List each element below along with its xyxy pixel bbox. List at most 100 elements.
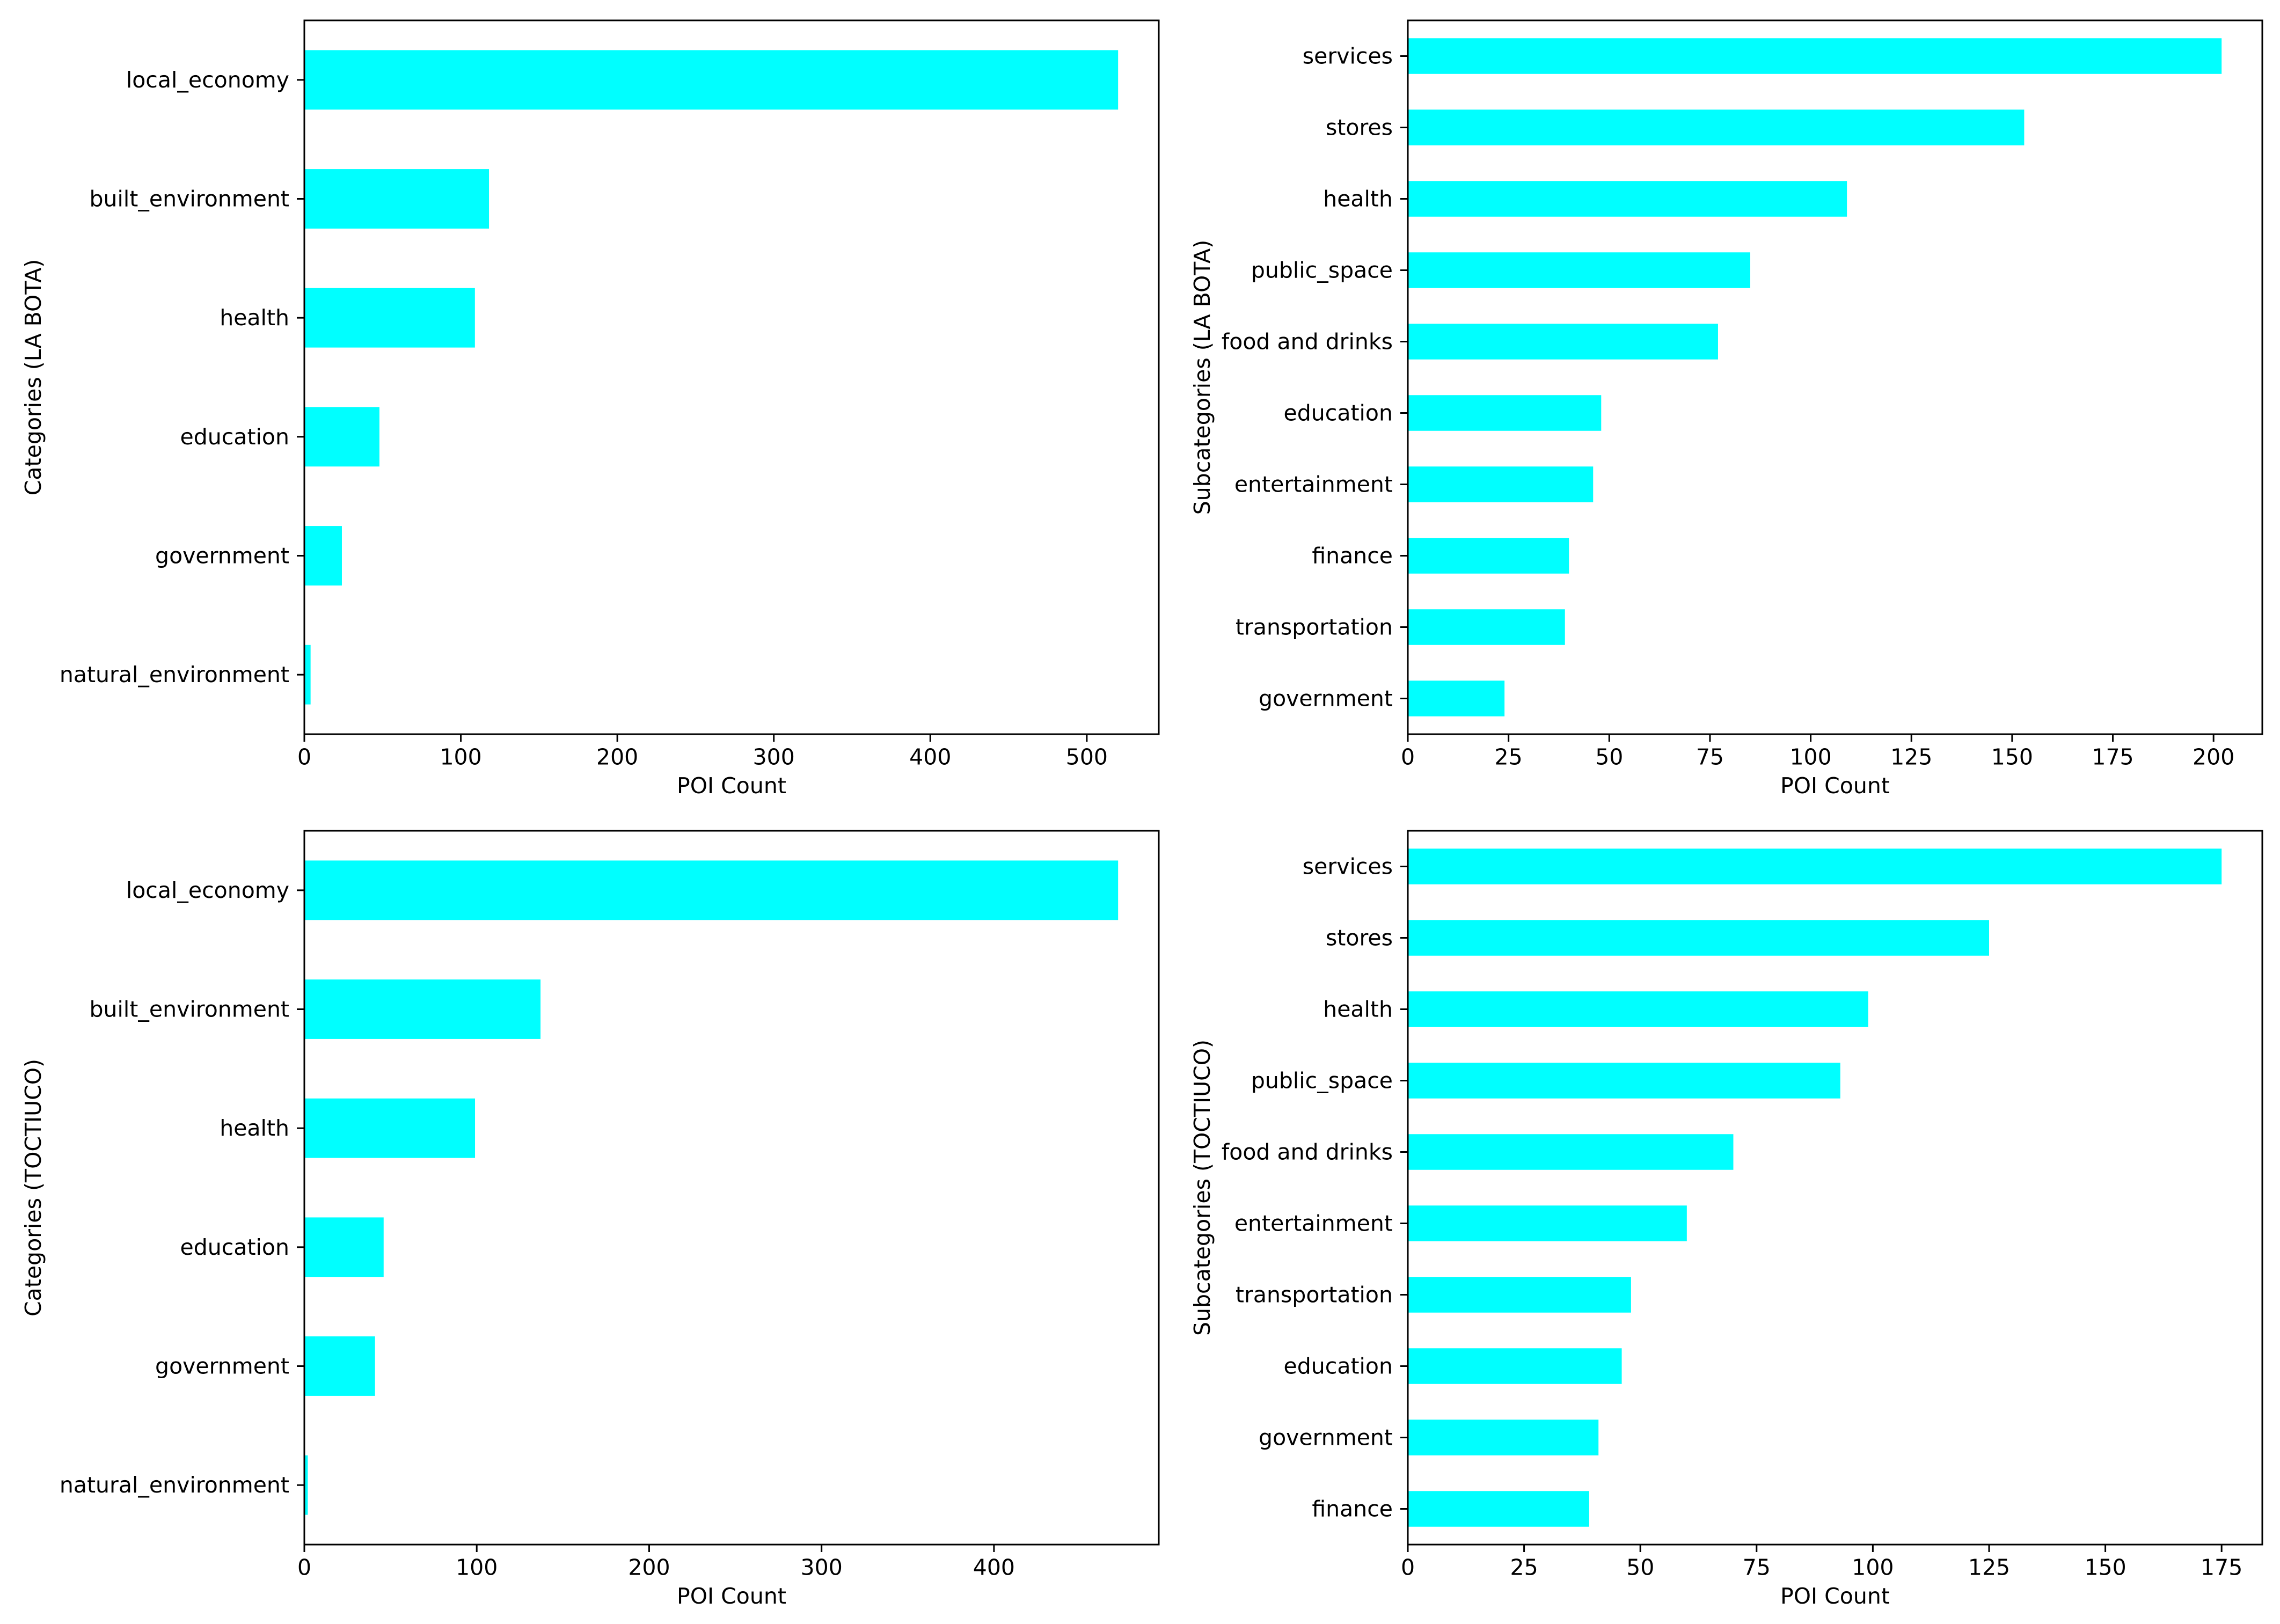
- bar-stores: [1408, 920, 1989, 956]
- axes-frame: [1407, 19, 2263, 735]
- x-tick-label: 25: [1495, 744, 1523, 770]
- x-tick-label: 100: [440, 744, 481, 770]
- y-tick-label: public_space: [1251, 258, 1393, 283]
- y-tick-label: built_environment: [90, 997, 289, 1022]
- y-tick-label: stores: [1326, 115, 1393, 141]
- bar-health: [304, 288, 475, 348]
- bar-stores: [1408, 109, 2025, 145]
- x-tick-label: 100: [1852, 1554, 1894, 1580]
- y-tick-label: natural_environment: [60, 662, 289, 687]
- y-tick-label: local_economy: [126, 67, 289, 93]
- bar-government: [304, 1336, 375, 1396]
- bar-finance: [1408, 538, 1569, 574]
- bar-public-space: [1408, 1063, 1840, 1099]
- y-axis-label: Categories (LA BOTA): [20, 259, 46, 495]
- y-tick-label: entertainment: [1234, 1211, 1393, 1237]
- x-tick-label: 200: [628, 1554, 670, 1580]
- y-tick-label: food and drinks: [1222, 329, 1393, 355]
- bar-services: [1408, 848, 2222, 884]
- y-tick-label: government: [155, 1354, 289, 1379]
- bar-entertainment: [1408, 466, 1594, 502]
- x-tick-label: 0: [297, 1554, 311, 1580]
- x-tick-label: 200: [596, 744, 638, 770]
- y-axis-label: Subcategories (TOCTIUCO): [1189, 1040, 1215, 1336]
- x-tick-label: 150: [2084, 1554, 2126, 1580]
- bar-natural-environment: [304, 1455, 308, 1515]
- x-tick-label: 0: [1401, 1554, 1415, 1580]
- x-tick-label: 400: [909, 744, 951, 770]
- bar-education: [304, 407, 379, 467]
- x-axis-label: POI Count: [677, 1583, 786, 1609]
- bar-services: [1408, 38, 2222, 74]
- bar-natural-environment: [304, 645, 311, 705]
- y-tick-label: education: [1284, 400, 1393, 426]
- y-tick-label: built_environment: [90, 186, 289, 212]
- x-tick-label: 125: [1968, 1554, 2010, 1580]
- bar-built-environment: [304, 169, 489, 229]
- y-tick-label: finance: [1312, 1496, 1393, 1522]
- x-axis-label: POI Count: [1780, 1583, 1890, 1609]
- y-axis-label: Categories (TOCTIUCO): [20, 1059, 46, 1316]
- y-axis-label: Subcategories (LA BOTA): [1189, 240, 1215, 515]
- bar-education: [1408, 1348, 1622, 1384]
- bar-education: [1408, 395, 1602, 431]
- y-tick-label: health: [220, 305, 289, 331]
- x-tick-label: 100: [456, 1554, 498, 1580]
- bar-public-space: [1408, 252, 1751, 288]
- bar-finance: [1408, 1491, 1589, 1527]
- bar-health: [1408, 181, 1847, 217]
- y-tick-label: public_space: [1251, 1068, 1393, 1094]
- y-tick-label: entertainment: [1234, 472, 1393, 498]
- x-tick-label: 175: [2201, 1554, 2242, 1580]
- y-tick-label: local_economy: [126, 877, 289, 903]
- bar-government: [1408, 1420, 1599, 1455]
- y-tick-label: health: [1323, 186, 1393, 212]
- bar-food-and-drinks: [1408, 324, 1718, 360]
- x-axis-label: POI Count: [677, 773, 786, 799]
- x-tick-label: 200: [2193, 744, 2234, 770]
- y-tick-label: education: [1284, 1354, 1393, 1379]
- bar-local-economy: [304, 50, 1119, 110]
- y-tick-label: services: [1303, 43, 1393, 69]
- y-tick-label: health: [1323, 997, 1393, 1022]
- y-tick-label: health: [220, 1115, 289, 1141]
- y-tick-label: finance: [1312, 543, 1393, 569]
- x-tick-label: 50: [1595, 744, 1623, 770]
- y-tick-label: transportation: [1236, 615, 1393, 640]
- axes-frame: [303, 830, 1160, 1546]
- bar-built-environment: [304, 979, 541, 1039]
- y-tick-label: natural_environment: [60, 1472, 289, 1498]
- y-tick-label: government: [1259, 686, 1393, 712]
- bar-government: [1408, 681, 1505, 716]
- bar-education: [304, 1217, 384, 1277]
- x-tick-label: 0: [1401, 744, 1415, 770]
- bar-government: [304, 526, 342, 586]
- x-tick-label: 125: [1890, 744, 1932, 770]
- axes-frame: [1407, 830, 2263, 1546]
- x-tick-label: 175: [2092, 744, 2133, 770]
- y-tick-label: government: [155, 543, 289, 569]
- y-tick-label: food and drinks: [1222, 1139, 1393, 1165]
- bar-health: [304, 1098, 476, 1158]
- y-tick-label: education: [180, 1234, 289, 1260]
- x-axis-label: POI Count: [1780, 773, 1890, 799]
- x-tick-label: 0: [297, 744, 311, 770]
- x-tick-label: 500: [1066, 744, 1108, 770]
- axes-frame: [303, 19, 1160, 735]
- x-tick-label: 50: [1626, 1554, 1654, 1580]
- x-tick-label: 400: [973, 1554, 1015, 1580]
- bar-transportation: [1408, 1277, 1631, 1313]
- y-tick-label: government: [1259, 1425, 1393, 1451]
- x-tick-label: 75: [1743, 1554, 1771, 1580]
- y-tick-label: stores: [1326, 925, 1393, 951]
- x-tick-label: 300: [801, 1554, 843, 1580]
- y-tick-label: transportation: [1236, 1282, 1393, 1308]
- y-tick-label: services: [1303, 854, 1393, 880]
- y-tick-label: education: [180, 424, 289, 450]
